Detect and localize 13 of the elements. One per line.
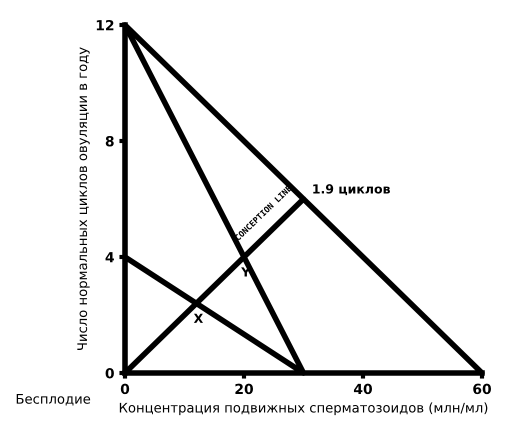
x-tick-label: 20: [235, 384, 253, 394]
x-tick-label: 60: [473, 384, 491, 394]
y-tick-label: 4: [106, 252, 114, 262]
text: Бесплодие: [16, 394, 90, 406]
y-axis-title: Число нормальных циклов овуляции в году: [77, 47, 90, 350]
annotation: 1.9 циклов: [313, 184, 390, 196]
y-tick-label: 0: [106, 368, 114, 378]
y-tick-label: 8: [106, 136, 114, 146]
x-axis-title: Концентрация подвижных сперматозоидов (млн/мл): [120, 402, 488, 416]
y-tick-label: 12: [96, 20, 114, 30]
annotation: X: [194, 314, 204, 323]
x-tick-label: 0: [120, 384, 130, 394]
x-tick-label: 40: [354, 384, 372, 394]
